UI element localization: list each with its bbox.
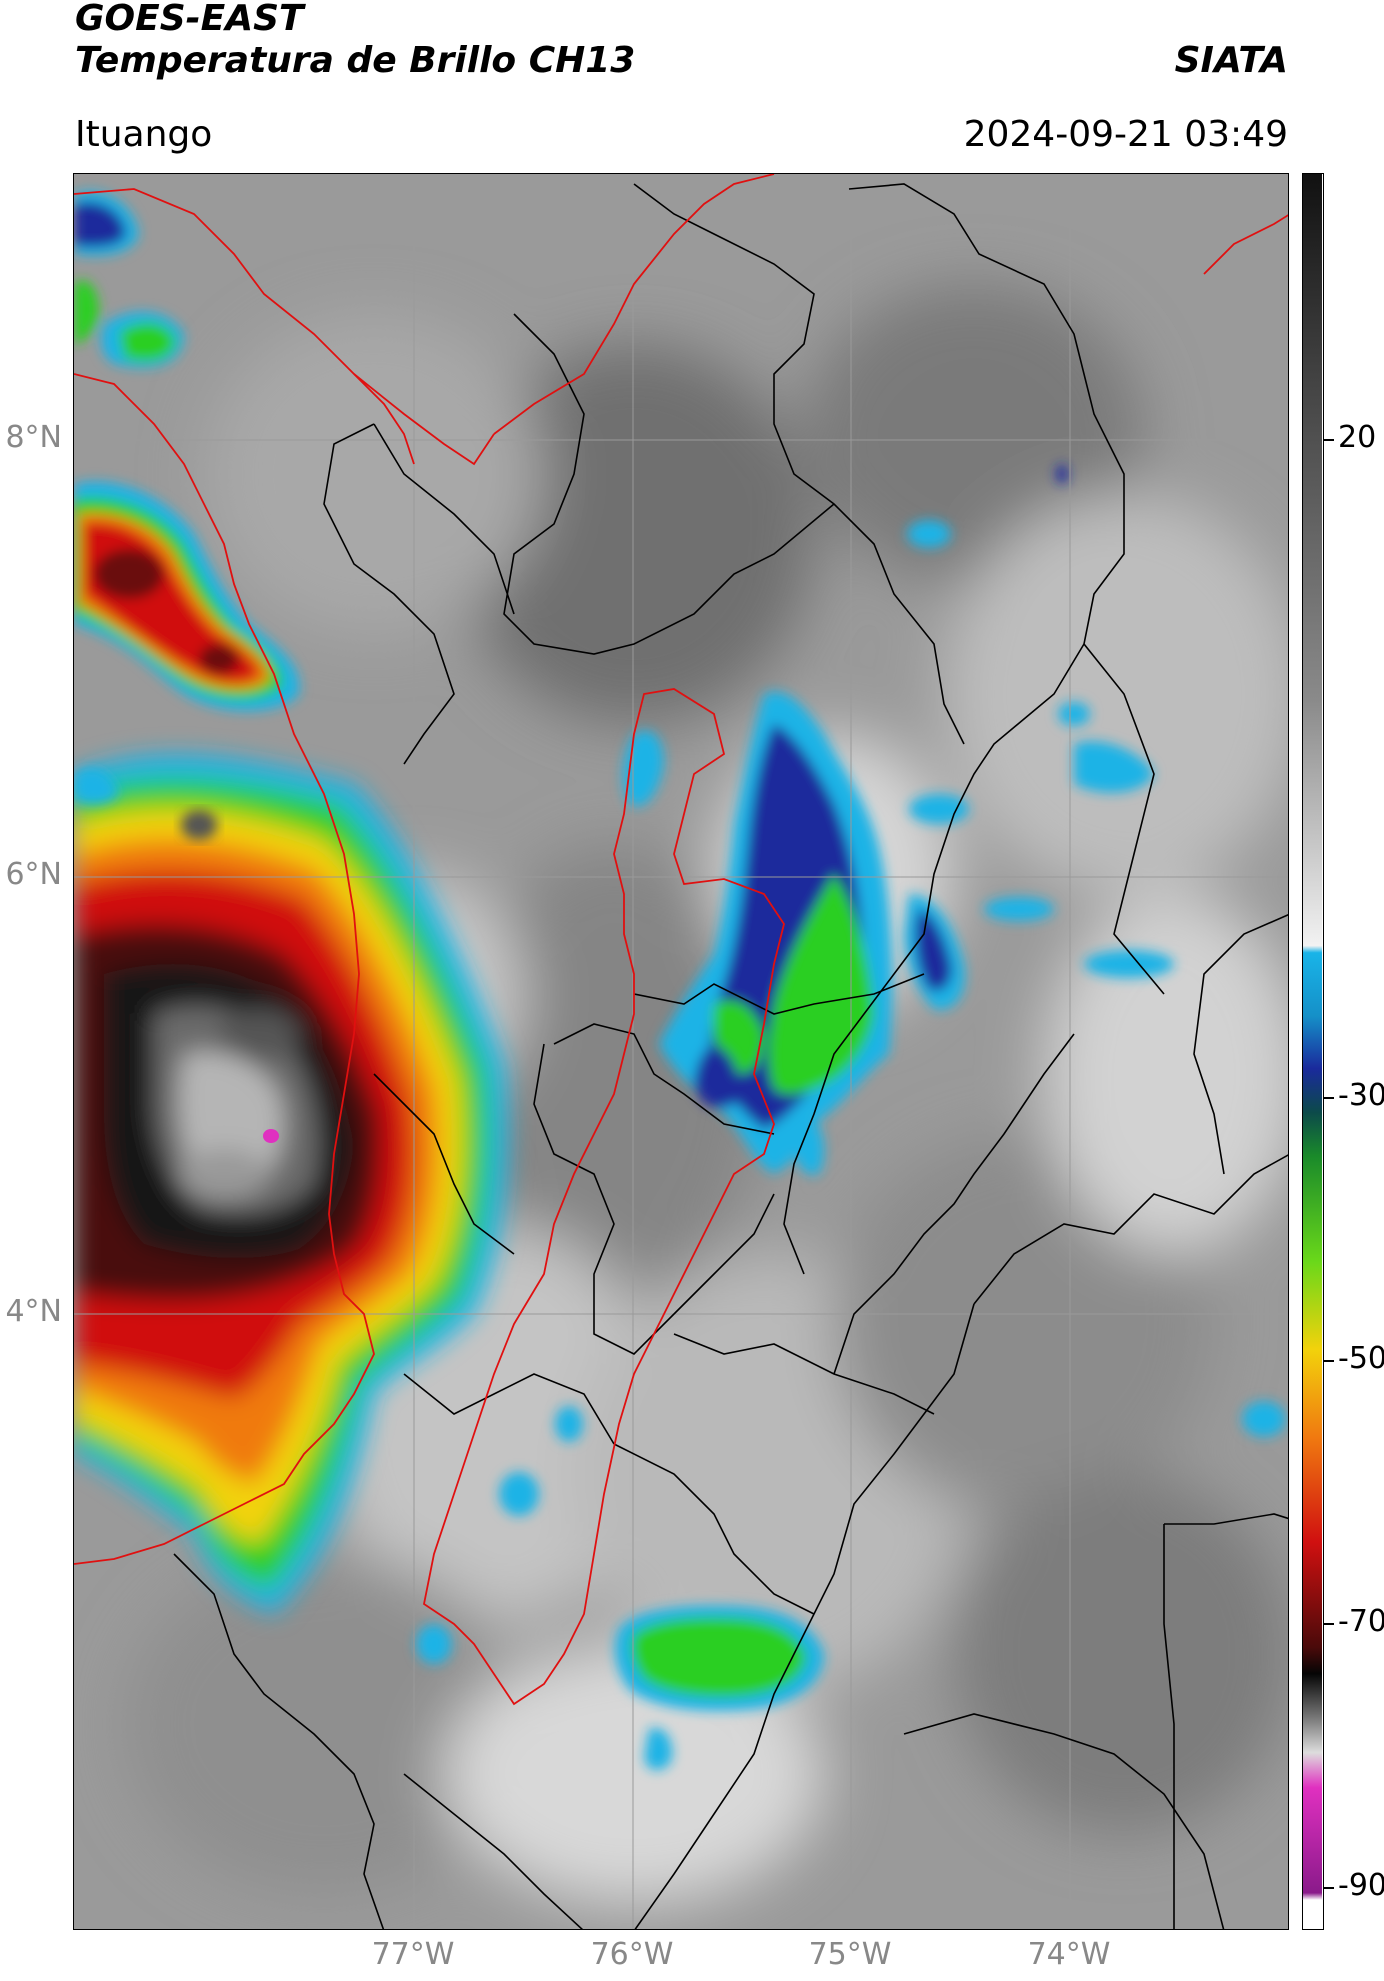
convective-cell-south xyxy=(615,1605,824,1771)
colorbar-label-minus70: -70 xyxy=(1338,1604,1384,1639)
small-cells-north xyxy=(74,191,184,804)
colorbar-tick xyxy=(1324,1623,1334,1625)
colorbar-label-minus90: -90 xyxy=(1338,1868,1384,1903)
lat-label-4n: 4°N xyxy=(5,1294,62,1329)
colorbar-tick xyxy=(1324,439,1334,441)
title-line-1: GOES-EAST xyxy=(75,0,304,39)
lon-label-77w: 77°W xyxy=(371,1937,455,1972)
convective-system-west xyxy=(74,754,508,1614)
colorbar-label-minus50: -50 xyxy=(1338,1341,1384,1376)
basin-outline xyxy=(74,174,1288,1706)
colorbar-label-20: 20 xyxy=(1338,420,1377,455)
lat-label-8n: 8°N xyxy=(5,420,62,455)
colorbar-tick xyxy=(1324,1887,1334,1889)
timestamp-label: 2024-09-21 03:49 xyxy=(963,114,1288,155)
title-line-2: Temperatura de Brillo CH13 xyxy=(75,40,636,81)
colorbar-tick xyxy=(1324,1360,1334,1362)
colorbar xyxy=(1302,173,1324,1930)
colorbar-label-minus30: -30 xyxy=(1338,1078,1384,1113)
dark-turret xyxy=(181,810,217,840)
department-borders xyxy=(173,183,1288,1929)
small-cells-east xyxy=(416,464,1286,1664)
colorbar-gradient xyxy=(1303,174,1322,1928)
gray-cloud-field xyxy=(124,284,1288,1904)
colorbar-tick xyxy=(1324,1097,1334,1099)
map-canvas xyxy=(74,174,1288,1929)
graticule xyxy=(74,174,1288,1929)
lon-label-75w: 75°W xyxy=(808,1937,892,1972)
lon-label-76w: 76°W xyxy=(590,1937,674,1972)
region-label: Ituango xyxy=(75,114,213,155)
convective-cells-northwest xyxy=(74,481,300,711)
coldest-spot xyxy=(263,1129,279,1143)
lat-label-6n: 6°N xyxy=(5,857,62,892)
lon-label-74w: 74°W xyxy=(1027,1937,1111,1972)
source-label: SIATA xyxy=(1174,40,1288,81)
satellite-map[interactable] xyxy=(73,173,1289,1930)
